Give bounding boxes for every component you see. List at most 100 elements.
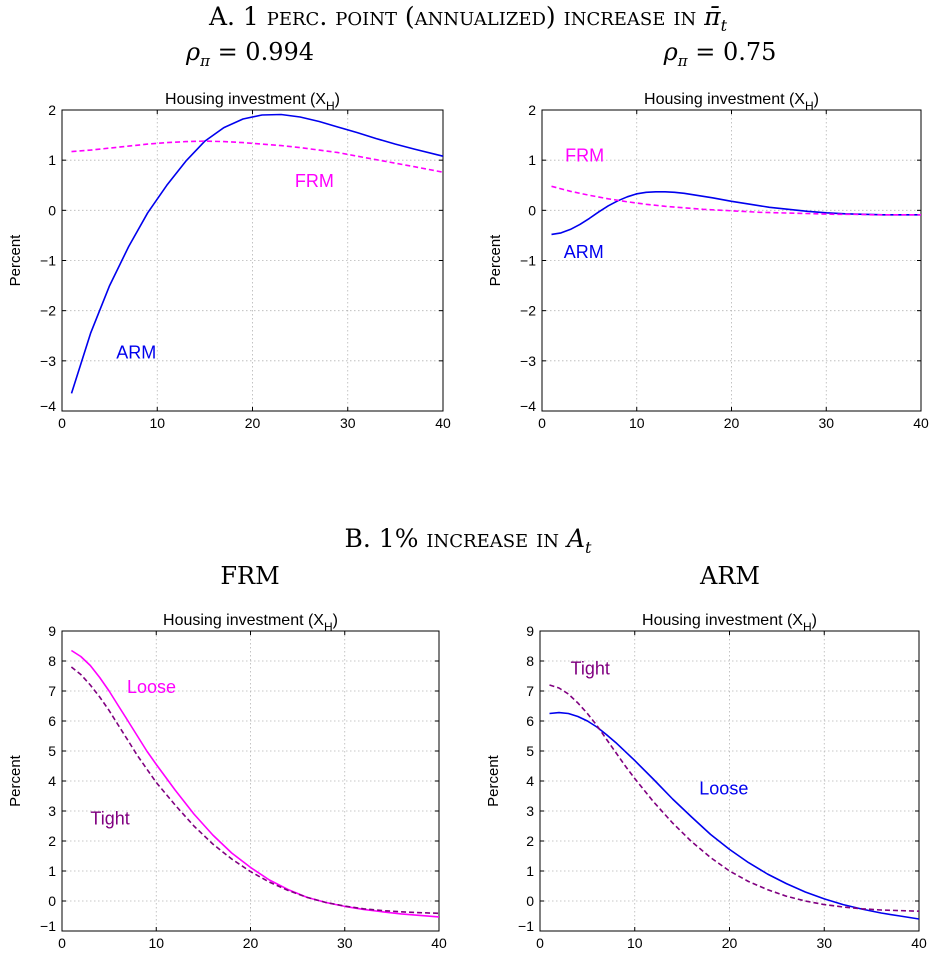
- x-tick-label: 20: [243, 935, 259, 951]
- panel-a-left-subtitle: ρπ = 0.994: [100, 38, 400, 70]
- series-label-loose: Loose: [127, 677, 176, 697]
- right-rho-symbol: ρ: [663, 38, 678, 66]
- chart-title: Housing investment (XH): [642, 612, 817, 634]
- x-tick-label: 40: [435, 415, 451, 431]
- y-axis-label: Percent: [485, 754, 502, 807]
- panel-b-title-prefix: B. 1%: [344, 524, 427, 553]
- chart-title-subscript: H: [326, 99, 335, 113]
- y-tick-label: 7: [48, 683, 56, 699]
- series-label-frm: FRM: [295, 171, 334, 191]
- panel-a-right-subtitle: ρπ = 0.75: [570, 38, 870, 70]
- y-tick-label: 1: [526, 863, 534, 879]
- left-rho-symbol: ρ: [185, 38, 201, 66]
- panel-b-title-symbol: A: [566, 524, 586, 553]
- y-tick-label: 0: [48, 202, 56, 218]
- y-tick-label: 8: [526, 653, 534, 669]
- series-label-tight: Tight: [571, 659, 610, 679]
- x-tick-label: 40: [913, 415, 929, 431]
- y-tick-label: −3: [40, 353, 56, 369]
- panel-b-title-text: increase in: [426, 524, 567, 553]
- y-tick-label: 3: [526, 803, 534, 819]
- y-tick-label: 2: [526, 833, 534, 849]
- x-tick-label: 10: [627, 935, 643, 951]
- x-tick-label: 30: [337, 935, 353, 951]
- y-tick-label: −4: [40, 398, 56, 414]
- chart-title-main: Housing investment (X: [642, 612, 803, 629]
- y-tick-label: 2: [48, 833, 56, 849]
- right-rho-index: π: [677, 51, 688, 70]
- y-tick-label: 1: [48, 152, 56, 168]
- series-label-frm: FRM: [565, 146, 604, 166]
- y-tick-label: −1: [40, 918, 56, 934]
- panel-a-title-subscript: t: [720, 16, 728, 35]
- left-rho-value: = 0.994: [209, 38, 315, 66]
- y-tick-label: 9: [526, 623, 534, 639]
- x-tick-label: 30: [816, 935, 832, 951]
- x-tick-label: 0: [536, 935, 544, 951]
- y-axis-label: Percent: [7, 754, 24, 807]
- y-tick-label: −3: [520, 353, 536, 369]
- x-tick-label: 0: [58, 415, 66, 431]
- y-axis-label: Percent: [7, 234, 24, 287]
- y-tick-label: 9: [48, 623, 56, 639]
- chart-title-main: Housing investment (X: [644, 91, 805, 108]
- x-tick-label: 20: [722, 935, 738, 951]
- series-line-tight: [549, 684, 920, 912]
- x-tick-label: 40: [911, 935, 927, 951]
- series-label-arm: ARM: [116, 342, 156, 362]
- panel-a-title-text: perc. point (annualized) increase in: [266, 2, 705, 31]
- y-tick-label: −1: [518, 918, 534, 934]
- series-line-arm: [70, 113, 444, 394]
- x-tick-label: 30: [340, 415, 356, 431]
- y-tick-label: 5: [48, 743, 56, 759]
- y-tick-label: 0: [48, 893, 56, 909]
- chart-title-subscript: H: [805, 99, 814, 113]
- chart-title-main: Housing investment (X: [163, 612, 324, 629]
- panel-b-right-subtitle: ARM: [700, 562, 760, 590]
- x-tick-label: 10: [629, 415, 645, 431]
- y-tick-label: 1: [48, 863, 56, 879]
- chart-title-close: ): [333, 612, 338, 629]
- y-tick-label: 3: [48, 803, 56, 819]
- chart-1: 0 10 20 30 40 −4 −3 −2 −1 0 1 2 Housing investment (…: [7, 91, 451, 431]
- left-rho-index: π: [200, 51, 210, 70]
- panel-a-title: A. 1 perc. point (annualized) increase i…: [0, 2, 936, 35]
- y-tick-label: 7: [526, 683, 534, 699]
- panel-a-title-symbol: π̄: [704, 2, 721, 31]
- y-tick-label: 2: [528, 102, 536, 118]
- y-tick-label: 5: [526, 743, 534, 759]
- series-label-tight: Tight: [90, 809, 129, 829]
- series-line-tight: [70, 666, 440, 915]
- chart-title: Housing investment (XH): [165, 91, 340, 113]
- panel-b-title: B. 1% increase in At: [0, 524, 936, 557]
- y-tick-label: 4: [48, 773, 56, 789]
- x-tick-label: 10: [148, 935, 164, 951]
- y-tick-label: −2: [520, 303, 536, 319]
- series-label-arm: ARM: [564, 242, 604, 262]
- y-tick-label: 0: [528, 202, 536, 218]
- x-tick-label: 30: [818, 415, 834, 431]
- y-tick-label: 6: [526, 713, 534, 729]
- y-axis-label: Percent: [487, 234, 504, 287]
- series-label-loose: Loose: [699, 779, 748, 799]
- series-line-frm: [71, 140, 444, 173]
- chart-2: 0 10 20 30 40 −4 −3 −2 −1 0 1 2 Housing investment (…: [487, 91, 929, 431]
- y-tick-label: −4: [520, 398, 536, 414]
- chart-title: Housing investment (XH): [644, 91, 819, 113]
- y-tick-label: −1: [40, 253, 56, 269]
- x-tick-label: 0: [538, 415, 546, 431]
- chart-title-subscript: H: [324, 620, 333, 634]
- y-tick-label: 6: [48, 713, 56, 729]
- panel-b-title-subscript: t: [585, 538, 592, 557]
- y-tick-label: 8: [48, 653, 56, 669]
- chart-title-main: Housing investment (X: [165, 91, 326, 108]
- x-tick-label: 20: [245, 415, 261, 431]
- x-tick-label: 10: [149, 415, 165, 431]
- y-tick-label: 1: [528, 152, 536, 168]
- x-tick-label: 40: [431, 935, 447, 951]
- chart-title-close: ): [335, 91, 340, 108]
- y-tick-label: −1: [520, 253, 536, 269]
